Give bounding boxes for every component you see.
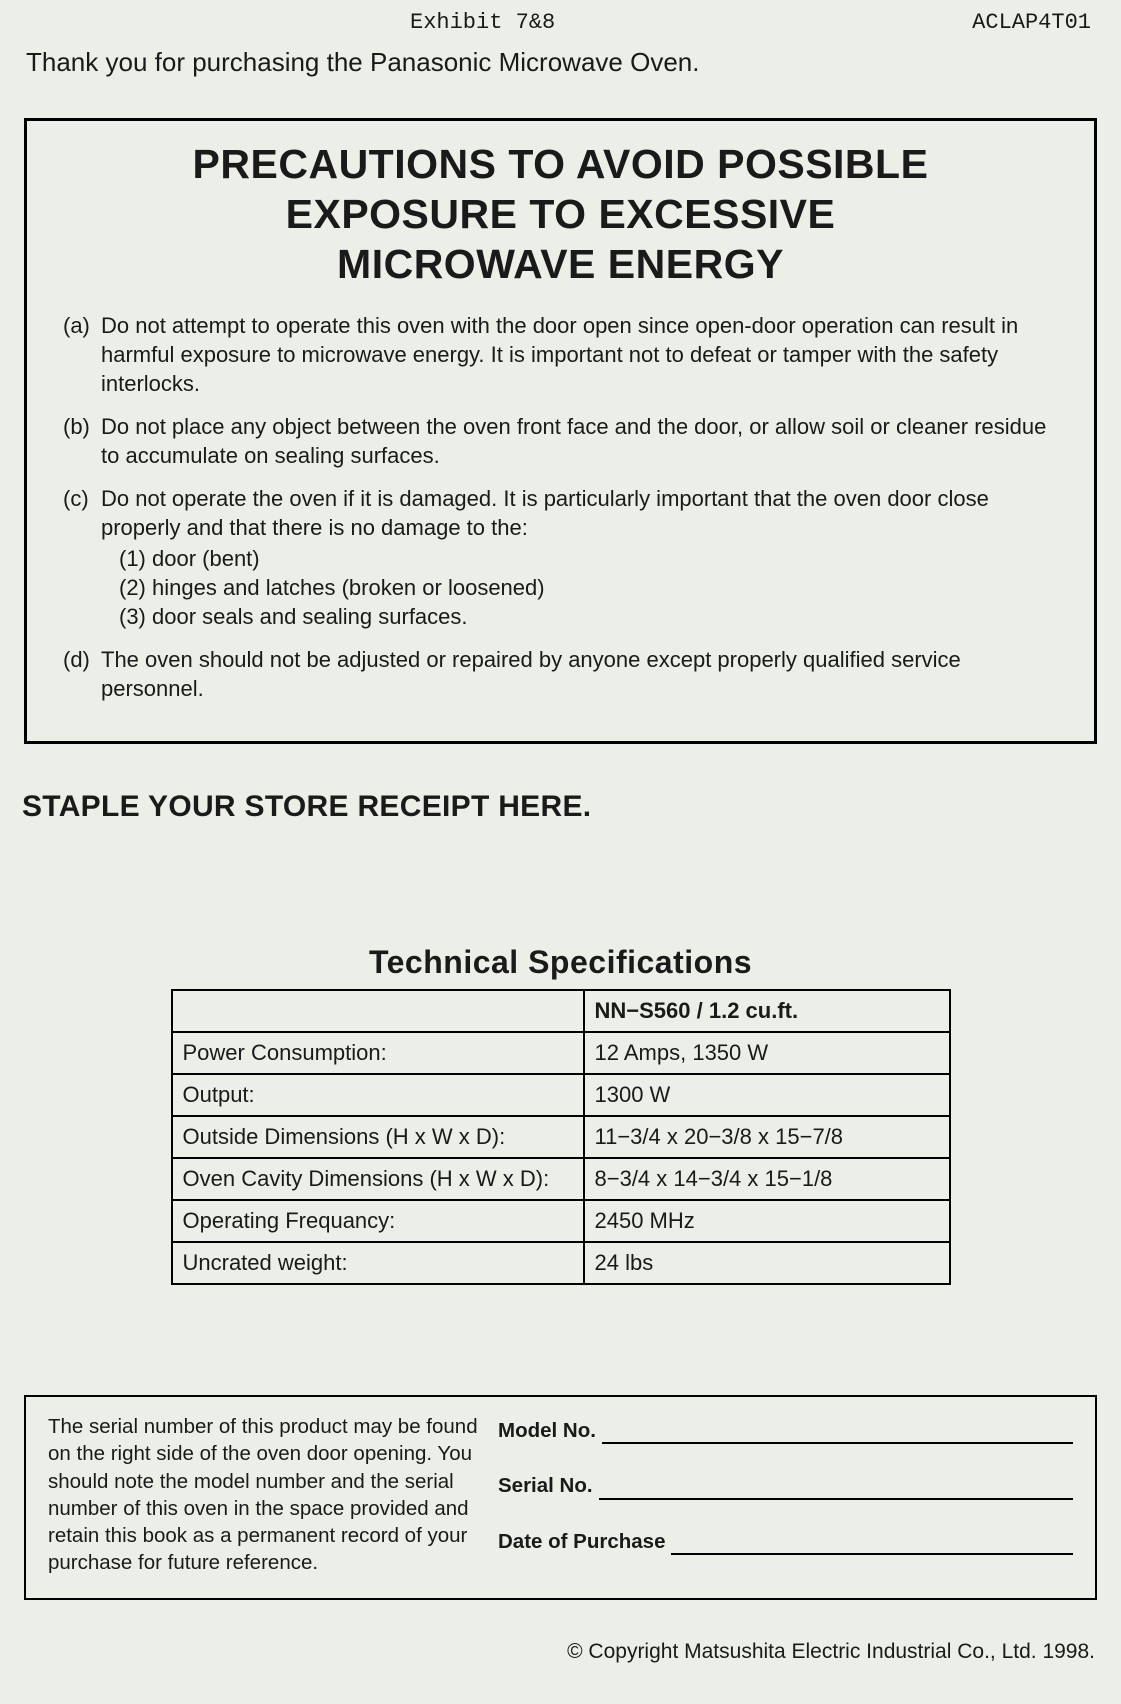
cell-value: 8−3/4 x 14−3/4 x 15−1/8	[584, 1158, 950, 1200]
precautions-title: PRECAUTIONS TO AVOID POSSIBLE EXPOSURE T…	[63, 139, 1058, 289]
cell-value: 2450 MHz	[584, 1200, 950, 1242]
cell-empty	[172, 990, 584, 1032]
item-body: Do not place any object between the oven…	[101, 412, 1058, 470]
precaution-item: (d) The oven should not be adjusted or r…	[63, 645, 1058, 703]
field-row: Serial No.	[498, 1472, 1073, 1499]
item-body: Do not operate the oven if it is damaged…	[101, 484, 1058, 631]
table-row: Uncrated weight: 24 lbs	[172, 1242, 950, 1284]
field-label: Date of Purchase	[498, 1528, 665, 1555]
sub-line: (1) door (bent)	[101, 544, 1058, 573]
precaution-item: (a) Do not attempt to operate this oven …	[63, 311, 1058, 398]
header-row: Exhibit 7&8 ACLAP4T01	[20, 10, 1101, 41]
staple-heading: STAPLE YOUR STORE RECEIPT HERE.	[22, 790, 1101, 824]
field-label: Model No.	[498, 1417, 596, 1444]
table-row: Operating Frequancy: 2450 MHz	[172, 1200, 950, 1242]
table-row: Outside Dimensions (H x W x D): 11−3/4 x…	[172, 1116, 950, 1158]
document-code: ACLAP4T01	[972, 10, 1091, 35]
precautions-title-line2: EXPOSURE TO EXCESSIVE	[286, 191, 836, 237]
field-line	[599, 1480, 1073, 1500]
item-body: The oven should not be adjusted or repai…	[101, 645, 1058, 703]
serial-fields: Model No. Serial No. Date of Purchase	[498, 1413, 1073, 1575]
serial-box: The serial number of this product may be…	[24, 1395, 1097, 1599]
tech-table-wrap: NN−S560 / 1.2 cu.ft. Power Consumption: …	[20, 989, 1101, 1285]
precautions-title-line1: PRECAUTIONS TO AVOID POSSIBLE	[193, 141, 929, 187]
cell-model: NN−S560 / 1.2 cu.ft.	[584, 990, 950, 1032]
item-text: Do not operate the oven if it is damaged…	[101, 486, 989, 540]
precaution-item: (c) Do not operate the oven if it is dam…	[63, 484, 1058, 631]
item-body: Do not attempt to operate this oven with…	[101, 311, 1058, 398]
precautions-title-line3: MICROWAVE ENERGY	[337, 241, 784, 287]
field-line	[671, 1535, 1073, 1555]
cell-value: 24 lbs	[584, 1242, 950, 1284]
cell-value: 1300 W	[584, 1074, 950, 1116]
cell-label: Uncrated weight:	[172, 1242, 584, 1284]
precaution-item: (b) Do not place any object between the …	[63, 412, 1058, 470]
item-marker: (c)	[63, 484, 101, 631]
field-line	[602, 1424, 1073, 1444]
document-page: Exhibit 7&8 ACLAP4T01 Thank you for purc…	[0, 0, 1121, 1704]
item-marker: (d)	[63, 645, 101, 703]
cell-label: Outside Dimensions (H x W x D):	[172, 1116, 584, 1158]
serial-note: The serial number of this product may be…	[48, 1413, 498, 1575]
intro-text: Thank you for purchasing the Panasonic M…	[26, 47, 1101, 78]
cell-label: Operating Frequancy:	[172, 1200, 584, 1242]
spec-table: NN−S560 / 1.2 cu.ft. Power Consumption: …	[171, 989, 951, 1285]
field-label: Serial No.	[498, 1472, 593, 1499]
item-marker: (b)	[63, 412, 101, 470]
sub-line: (3) door seals and sealing surfaces.	[101, 602, 1058, 631]
cell-label: Power Consumption:	[172, 1032, 584, 1074]
item-marker: (a)	[63, 311, 101, 398]
table-row: NN−S560 / 1.2 cu.ft.	[172, 990, 950, 1032]
sub-line: (2) hinges and latches (broken or loosen…	[101, 573, 1058, 602]
cell-label: Oven Cavity Dimensions (H x W x D):	[172, 1158, 584, 1200]
table-row: Output: 1300 W	[172, 1074, 950, 1116]
copyright-text: © Copyright Matsushita Electric Industri…	[20, 1640, 1095, 1664]
field-row: Date of Purchase	[498, 1528, 1073, 1555]
cell-label: Output:	[172, 1074, 584, 1116]
exhibit-label: Exhibit 7&8	[410, 10, 555, 35]
table-row: Power Consumption: 12 Amps, 1350 W	[172, 1032, 950, 1074]
table-row: Oven Cavity Dimensions (H x W x D): 8−3/…	[172, 1158, 950, 1200]
cell-value: 12 Amps, 1350 W	[584, 1032, 950, 1074]
cell-value: 11−3/4 x 20−3/8 x 15−7/8	[584, 1116, 950, 1158]
tech-title: Technical Specifications	[20, 944, 1101, 981]
field-row: Model No.	[498, 1417, 1073, 1444]
precautions-box: PRECAUTIONS TO AVOID POSSIBLE EXPOSURE T…	[24, 118, 1097, 744]
sub-list: (1) door (bent) (2) hinges and latches (…	[101, 544, 1058, 631]
